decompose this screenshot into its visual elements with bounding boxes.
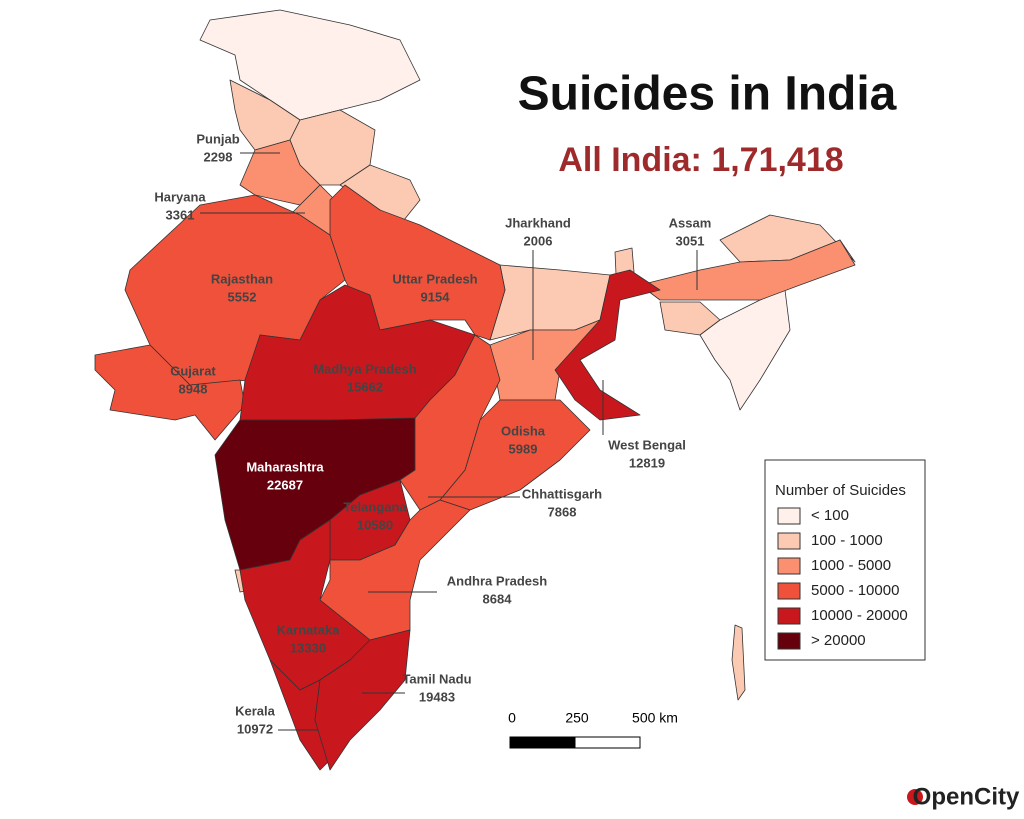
title: Suicides in India [518,68,897,121]
legend-swatch [777,507,801,525]
state-value: 9154 [421,289,451,304]
state-name: Karnataka [277,622,341,637]
state-name: Tamil Nadu [402,671,471,686]
state-name: Uttar Pradesh [392,271,477,286]
legend-label: 1000 - 5000 [811,557,891,574]
state-name: Telangana [343,499,407,514]
scale-label: 0 [508,710,516,726]
state-value: 12819 [629,455,665,470]
legend-label: 100 - 1000 [811,532,883,549]
state-value: 3051 [676,233,705,248]
state-name: Rajasthan [211,271,273,286]
scale-label: 250 [565,710,589,726]
legend-label: 10000 - 20000 [811,607,908,624]
state-name: West Bengal [608,437,686,452]
state-value: 8948 [179,381,208,396]
legend-title: Number of Suicides [775,482,906,499]
legend: < 100 100 - 1000 1000 - 5000 5000 - 10000 10… [777,507,908,650]
state-name: Odisha [501,423,546,438]
state-name: Andhra Pradesh [447,573,547,588]
state-name: Madhya Pradesh [313,361,416,376]
legend-swatch [777,632,801,650]
legend-label: < 100 [811,507,849,524]
state-name: Maharashtra [246,459,324,474]
legend-swatch [777,607,801,625]
state-shape [94,344,246,441]
legend-swatch [777,557,801,575]
state-value: 2298 [204,149,233,164]
region-shape [199,9,421,121]
legend-swatch [777,582,801,600]
state-value: 10972 [237,721,273,736]
legend-label: > 20000 [811,632,866,649]
region-shape [614,247,635,275]
scale-bar [509,736,576,749]
state-name: Chhattisgarh [522,486,602,501]
state-name: Jharkhand [505,215,571,230]
scale-label: 500 km [632,710,678,726]
state-value: 15662 [347,379,383,394]
state-name: Punjab [196,131,239,146]
legend-swatch [777,532,801,550]
state-name: Kerala [235,703,276,718]
state-value: 5989 [509,441,538,456]
state-shape [314,629,411,771]
state-value: 22687 [267,477,303,492]
state-value: 5552 [228,289,257,304]
state-value: 19483 [419,689,455,704]
states [94,139,856,771]
state-value: 7868 [548,504,577,519]
state-labels: Punjab 2298 Haryana 3361 Rajasthan 5552 Uttar … [154,131,711,736]
state-value: 2006 [524,233,553,248]
legend-label: 5000 - 10000 [811,582,899,599]
state-value: 3361 [166,207,195,222]
state-value: 13330 [290,640,326,655]
logo-icon [907,789,923,805]
logo: OpenCity [913,783,1020,810]
state-name: Assam [669,215,712,230]
state-shape [554,269,661,421]
scale-bar [574,736,641,749]
region-shape [699,289,791,411]
subtitle: All India: 1,71,418 [558,141,843,179]
state-name: Gujarat [170,363,216,378]
state-shape [239,139,321,206]
state-value: 8684 [483,591,513,606]
state-shape [639,239,856,301]
state-name: Haryana [154,189,206,204]
state-value: 10580 [357,517,393,532]
region-shape [731,624,746,701]
